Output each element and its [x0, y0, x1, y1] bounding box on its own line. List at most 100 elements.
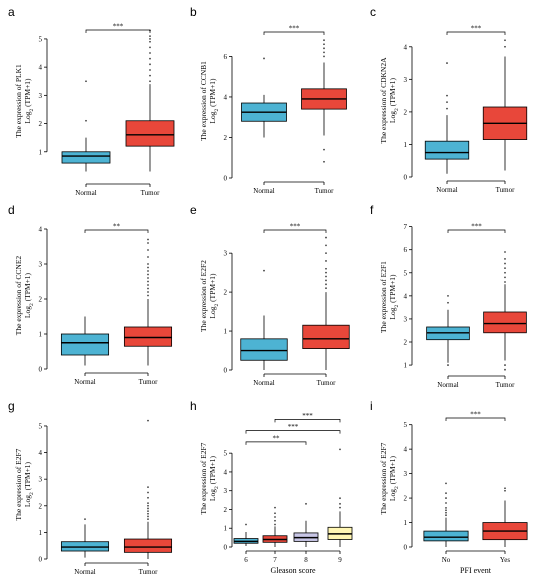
- y-axis-title: The expression of PLK1: [14, 64, 23, 138]
- outlier-point: [245, 523, 247, 526]
- outlier-point: [504, 276, 506, 279]
- outlier-point: [446, 107, 448, 110]
- box-iqr: [60, 333, 110, 356]
- y-tick-label: 1: [404, 141, 408, 149]
- box-iqr: [123, 326, 173, 347]
- x-category-label: Normal: [253, 379, 274, 387]
- significance-label: ***: [471, 25, 482, 33]
- outlier-point: [149, 74, 151, 77]
- y-tick-label: 1: [224, 525, 228, 533]
- outlier-point: [147, 270, 149, 272]
- box-tumor: [483, 251, 527, 371]
- box-iqr: [483, 311, 527, 334]
- box-iqr: [61, 151, 111, 164]
- y-tick-label: 2: [224, 506, 228, 514]
- panel-letter: d: [8, 203, 15, 217]
- outlier-point: [323, 39, 325, 42]
- outlier-point: [147, 507, 149, 510]
- x-category-label: Normal: [253, 187, 274, 195]
- outlier-point: [504, 487, 506, 490]
- outlier-point: [323, 160, 325, 163]
- x-category-label: Tumor: [317, 379, 336, 387]
- significance-label: ***: [471, 223, 482, 231]
- y-tick-label: 3: [224, 250, 228, 258]
- outlier-point: [149, 57, 151, 60]
- y-axis-subtitle: Log2 (TPM+1): [23, 461, 35, 507]
- y-tick-label: 3: [224, 487, 228, 495]
- outlier-point: [274, 516, 276, 518]
- panel-i: i 0 1 2 3 4 5 No Yes *** The expression of E2F7 Log…: [370, 399, 528, 575]
- outlier-point: [325, 287, 327, 290]
- outlier-point: [147, 287, 149, 290]
- outlier-point: [147, 294, 149, 297]
- x-category-label: Tumor: [139, 568, 158, 576]
- panel-f: f 1 2 3 4 5 6 7 Normal Tumor *** The expression of …: [370, 203, 527, 389]
- panel-letter: e: [190, 203, 197, 217]
- outlier-point: [504, 262, 506, 265]
- outlier-point: [504, 45, 506, 48]
- significance-bracket: [245, 441, 307, 445]
- box-normal: [240, 269, 288, 370]
- significance-bracket: [447, 229, 506, 233]
- y-tick-label: 1: [404, 362, 408, 370]
- box-9: [327, 448, 353, 547]
- y-tick-label: 1: [39, 331, 43, 339]
- box-6: [233, 523, 259, 547]
- outlier-point: [339, 448, 341, 451]
- outlier-point: [504, 258, 506, 260]
- y-tick-label: 4: [224, 468, 228, 476]
- outlier-point: [147, 266, 149, 269]
- y-axis-title: The expression of E2F7: [14, 448, 23, 520]
- outlier-point: [325, 283, 327, 286]
- y-tick-label: 0: [224, 367, 228, 375]
- y-tick-label: 5: [39, 422, 43, 430]
- outlier-point: [445, 511, 447, 514]
- outlier-point: [445, 482, 447, 485]
- y-tick-label: 4: [404, 446, 408, 454]
- outlier-point: [149, 40, 151, 43]
- box-8: [293, 502, 319, 547]
- outlier-point: [274, 519, 276, 522]
- outlier-point: [445, 492, 447, 495]
- y-tick-label: 0: [404, 174, 408, 182]
- x-category-label: Normal: [74, 568, 95, 576]
- outlier-point: [323, 43, 325, 46]
- panel-a: a 1 2 3 4 5 Normal Tumor *** The expression of PL…: [8, 5, 175, 197]
- y-tick-label: 6: [224, 53, 228, 61]
- outlier-point: [147, 510, 149, 513]
- y-tick-label: 2: [224, 134, 228, 142]
- box-iqr: [123, 538, 173, 553]
- y-tick-label: 2: [404, 339, 408, 347]
- outlier-point: [149, 52, 151, 54]
- panel-g: g 0 1 2 3 4 5 Normal Tumor The expression of E2F7…: [8, 399, 173, 576]
- box-normal: [60, 518, 110, 558]
- outlier-point: [504, 39, 506, 42]
- y-tick-label: 2: [39, 502, 43, 510]
- outlier-point: [504, 281, 506, 283]
- outlier-point: [447, 294, 449, 297]
- box-tumor: [301, 39, 347, 163]
- box-tumor: [123, 419, 173, 559]
- y-tick-label: 1: [39, 148, 43, 156]
- y-axis-subtitle: Log2 (TPM+1): [23, 78, 35, 124]
- box-tumor: [302, 236, 350, 370]
- outlier-point: [325, 267, 327, 270]
- outlier-point: [504, 271, 506, 274]
- outlier-point: [339, 502, 341, 505]
- outlier-point: [325, 236, 327, 239]
- outlier-point: [147, 277, 149, 279]
- outlier-point: [147, 242, 149, 244]
- y-axis-subtitle: Log2 (TPM+1): [208, 78, 220, 124]
- y-tick-label: 0: [39, 366, 43, 374]
- x-category-label: 8: [304, 556, 308, 564]
- outlier-point: [323, 51, 325, 54]
- outlier-point: [325, 252, 327, 255]
- outlier-point: [147, 496, 149, 499]
- significance-label: ***: [288, 423, 299, 431]
- x-axis-title: Gleason score: [270, 566, 316, 575]
- significance-bracket: [263, 31, 325, 35]
- panel-letter: b: [190, 5, 197, 19]
- y-axis-title: The expression of CCNE2: [14, 256, 23, 336]
- y-axis-title: The expression of CCNB1: [199, 61, 208, 141]
